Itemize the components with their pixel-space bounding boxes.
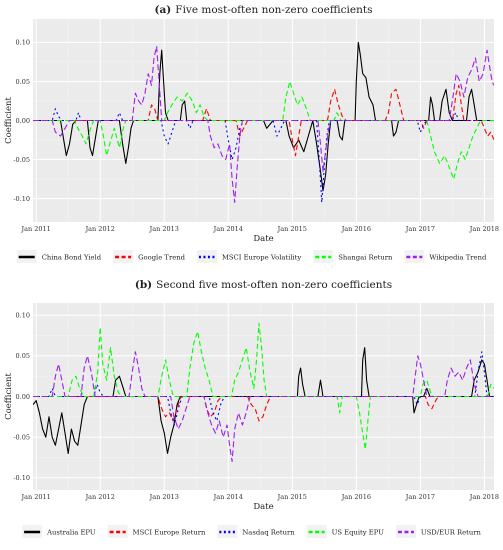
legend: Australia EPU MSCI Europe Return Nasdaq Re… bbox=[22, 525, 482, 538]
y-tick-label: 0.05 bbox=[16, 352, 30, 360]
series-line-4 bbox=[33, 322, 494, 450]
x-tick-label: Jan 2014 bbox=[213, 225, 243, 233]
x-axis-label: Date bbox=[253, 502, 273, 512]
series-line-1 bbox=[33, 347, 494, 454]
series-group bbox=[33, 41, 494, 204]
panel-letter: (b) bbox=[135, 279, 152, 291]
y-tick-label: 0.00 bbox=[16, 393, 30, 401]
legend-label: USD/EUR Return bbox=[421, 528, 482, 536]
x-tick-label: Jan 2011 bbox=[21, 493, 51, 501]
y-tick-label: -0.05 bbox=[13, 433, 30, 441]
x-tick-label: Jan 2012 bbox=[85, 225, 115, 233]
x-tick-label: Jan 2015 bbox=[277, 493, 307, 501]
series-group bbox=[33, 322, 494, 463]
x-tick-label: Jan 2011 bbox=[21, 225, 51, 233]
legend-label: MSCI Europe Volatility bbox=[222, 253, 301, 261]
series-line-2 bbox=[33, 395, 494, 422]
y-tick-label: 0.10 bbox=[16, 311, 30, 319]
x-tick-label: Jan 2018 bbox=[469, 493, 499, 501]
chart-panel-1: (a) Five most-often non-zero coefficients… bbox=[4, 4, 499, 263]
y-tick-label: -0.10 bbox=[13, 474, 30, 482]
y-tick-label: -0.05 bbox=[13, 156, 30, 164]
y-tick-label: -0.10 bbox=[13, 195, 30, 203]
y-axis-label: Coefficient bbox=[4, 97, 14, 144]
legend-key-bg bbox=[217, 525, 238, 538]
x-axis-label: Date bbox=[253, 234, 273, 244]
y-tick-label: 0.00 bbox=[16, 117, 30, 125]
panel-title: (b) Second five most-often non-zero coeff… bbox=[135, 279, 392, 291]
panel-title: (a) Five most-often non-zero coefficients bbox=[155, 4, 373, 16]
x-tick-label: Jan 2015 bbox=[277, 225, 307, 233]
y-tick-label: 0.05 bbox=[16, 78, 30, 86]
chart-panel-2: (b) Second five most-often non-zero coeff… bbox=[4, 279, 499, 538]
panel-title-text: Five most-often non-zero coefficients bbox=[175, 4, 372, 16]
x-tick-label: Jan 2016 bbox=[341, 493, 371, 501]
series-line-5 bbox=[33, 45, 494, 204]
x-tick-label: Jan 2016 bbox=[341, 225, 371, 233]
x-tick-label: Jan 2013 bbox=[149, 225, 179, 233]
legend-label: China Bond Yield bbox=[42, 253, 102, 261]
panel-letter: (a) bbox=[155, 4, 172, 16]
y-tick-label: 0.10 bbox=[16, 39, 30, 47]
x-tick-label: Jan 2017 bbox=[405, 225, 435, 233]
legend-label: Google Trend bbox=[138, 253, 186, 261]
y-axis-label: Coefficient bbox=[4, 373, 14, 420]
x-tick-label: Jan 2017 bbox=[405, 493, 435, 501]
panel-title-text: Second five most-often non-zero coeffici… bbox=[156, 279, 392, 291]
legend-label: Nasdaq Return bbox=[242, 528, 295, 536]
legend-label: US Equity EPU bbox=[332, 528, 385, 536]
x-tick-label: Jan 2013 bbox=[149, 493, 179, 501]
legend-label: Wikipedia Trend bbox=[429, 253, 487, 261]
x-tick-label: Jan 2018 bbox=[469, 225, 499, 233]
legend-label: MSCI Europe Return bbox=[133, 528, 206, 536]
legend-label: Australia EPU bbox=[46, 528, 96, 536]
x-tick-label: Jan 2012 bbox=[85, 493, 115, 501]
legend-key-bg bbox=[196, 250, 217, 263]
legend-label: Shangai Return bbox=[338, 253, 393, 261]
series-line-5 bbox=[33, 351, 494, 463]
series-line-4 bbox=[33, 80, 494, 180]
x-tick-label: Jan 2014 bbox=[213, 493, 243, 501]
legend: China Bond Yield Google Trend MSCI Europe … bbox=[16, 250, 487, 263]
